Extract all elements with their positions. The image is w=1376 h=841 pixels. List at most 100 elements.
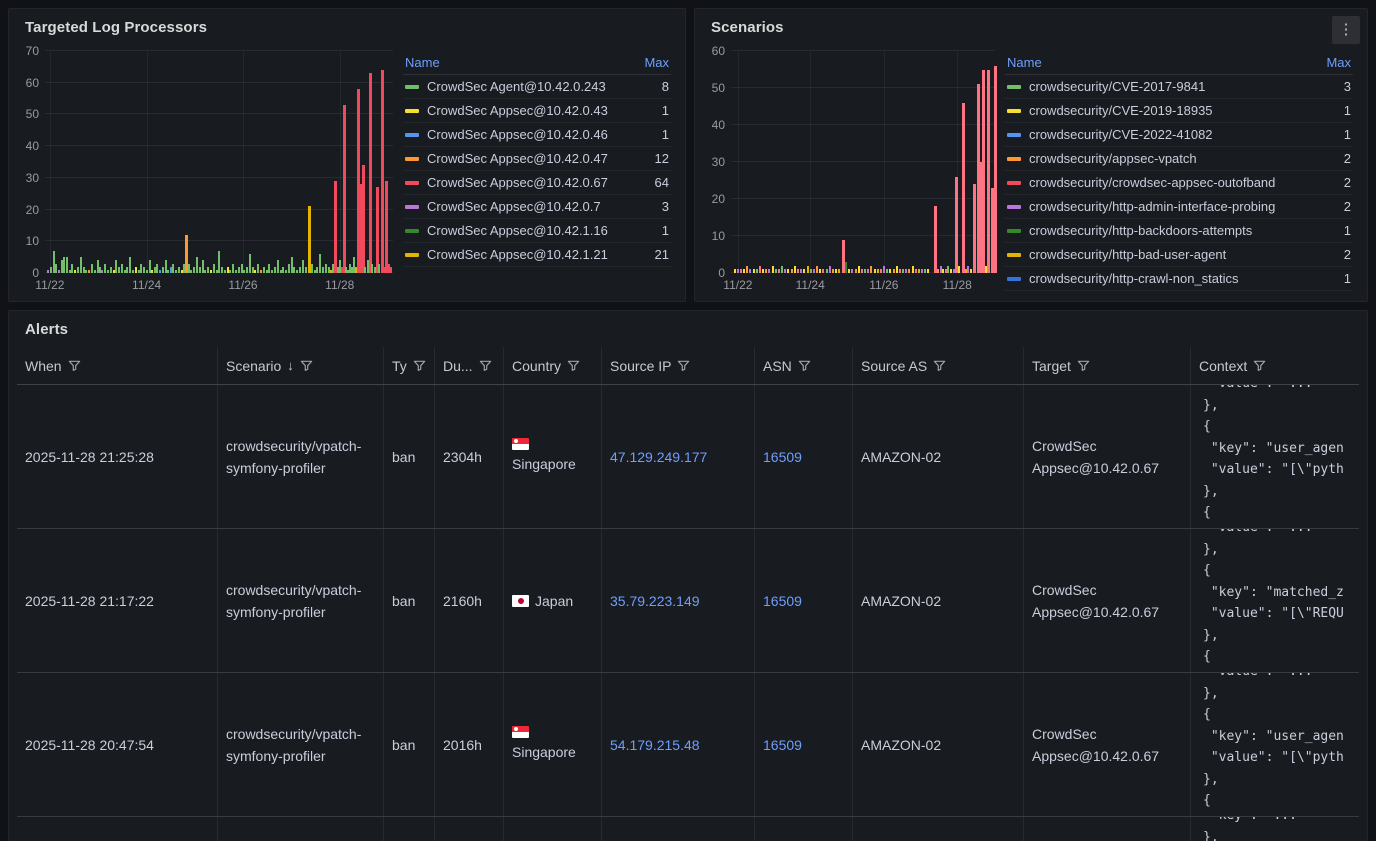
column-header-sourceip[interactable]: Source IP [602,347,755,384]
filter-icon[interactable] [1253,359,1266,372]
sort-desc-icon: ↓ [287,358,294,373]
bar [134,266,137,273]
source-ip-link[interactable]: 35.79.223.149 [610,592,700,609]
filter-icon[interactable] [413,359,426,372]
legend-sort-name[interactable]: Name [1007,55,1042,70]
legend-item[interactable]: crowdsecurity/CVE-2022-41082 1 [1005,123,1353,147]
column-header-du[interactable]: Du... [435,347,504,384]
legend-sort-max[interactable]: Max [1326,55,1351,70]
bar [65,257,68,273]
legend-item[interactable]: crowdsecurity/http-backdoors-attempts 1 [1005,219,1353,243]
legend-item[interactable]: crowdsecurity/crowdsec-appsec-outofband 2 [1005,171,1353,195]
legend-item[interactable]: CrowdSec Appsec@10.42.0.7 3 [403,195,671,219]
column-header-country[interactable]: Country [504,347,602,384]
filter-icon[interactable] [933,359,946,372]
legend-item[interactable]: crowdsecurity/CVE-2017-9841 3 [1005,75,1353,99]
column-header-label: Source IP [610,357,672,374]
panel-body: 0 10 20 30 40 50 60 70 11/22 11/24 11/26 11/28 Nam… [9,44,685,295]
legend-item[interactable]: crowdsecurity/http-cve-probing 2 [1005,291,1353,297]
cell-country: Singapore [504,385,602,528]
legend-sort-max[interactable]: Max [644,55,669,70]
y-tick-label: 0 [32,266,39,280]
bar [886,269,889,273]
legend-series-max: 1 [1343,271,1351,286]
h-gridline [45,50,393,51]
bar [156,263,159,273]
filter-icon[interactable] [300,359,313,372]
filter-icon[interactable] [479,359,492,372]
bar [828,265,831,273]
bar [752,269,755,273]
filter-icon[interactable] [798,359,811,372]
bar [151,269,154,273]
x-tick-label: 11/26 [228,278,258,292]
plot-area[interactable] [731,50,997,273]
cell-scenario: crowdsecurity/vpatch-symfony-profiler [218,529,384,672]
flag-jp-icon [512,594,529,607]
bar [88,269,91,273]
bar [324,263,327,273]
bar [279,269,282,273]
bar [952,269,955,273]
cell-context: "key": "..." }, [1191,817,1359,841]
filter-icon[interactable] [677,359,690,372]
column-header-when[interactable]: When [17,347,218,384]
legend-sort-name[interactable]: Name [405,55,440,70]
cell-target [1024,817,1191,841]
legend-series-name: crowdsecurity/http-admin-interface-probi… [1029,199,1276,214]
filter-icon[interactable] [1077,359,1090,372]
bar [927,269,930,273]
asn-link[interactable]: 16509 [763,736,802,753]
filter-icon[interactable] [567,359,580,372]
series-color-swatch [1007,252,1021,257]
alerts-table-header: When Scenario ↓ Ty Du... Country Source IP ASN S… [17,347,1359,385]
bar [327,266,330,273]
country-name: Singapore [512,456,576,472]
legend-item[interactable]: crowdsecurity/http-admin-interface-probi… [1005,195,1353,219]
column-header-sourceas[interactable]: Source AS [853,347,1024,384]
bar [115,260,118,273]
series-color-swatch [1007,132,1021,137]
h-gridline [45,81,393,83]
legend-item[interactable]: CrowdSec Agent@10.42.0.243 8 [403,75,671,99]
column-header-asn[interactable]: ASN [755,347,853,384]
cell-when: 2025-11-28 21:25:28 [17,385,218,528]
legend-item[interactable]: crowdsecurity/http-bad-user-agent 2 [1005,243,1353,267]
column-header-context[interactable]: Context [1191,347,1359,384]
panel-menu-button[interactable]: ⋮ [1332,16,1360,44]
bar [209,269,212,273]
source-ip-link[interactable]: 47.129.249.177 [610,448,708,465]
legend-item[interactable]: CrowdSec Appsec@10.42.0.47 12 [403,147,671,171]
bar [271,269,274,273]
bar [148,260,151,273]
legend-item[interactable]: CrowdSec Appsec@10.42.1.16 1 [403,219,671,243]
h-gridline [45,176,393,178]
h-gridline [731,198,995,200]
column-header-scenario[interactable]: Scenario ↓ [218,347,384,384]
legend-item[interactable]: CrowdSec Appsec@10.42.0.67 64 [403,171,671,195]
bar [322,266,324,273]
bar [93,269,96,273]
bar [221,266,224,273]
series-color-swatch [1007,84,1021,89]
source-ip-link[interactable]: 54.179.215.48 [610,736,700,753]
column-header-ty[interactable]: Ty [384,347,435,384]
cell-type: ban [384,673,435,816]
filter-icon[interactable] [68,359,81,372]
legend-item[interactable]: CrowdSec Appsec@10.42.1.21 21 [403,243,671,267]
legend-item[interactable]: crowdsecurity/http-crawl-non_statics 1 [1005,267,1353,291]
panel-scenarios: Scenarios ⋮ 0 10 20 30 40 50 60 11/22 11/24 11/2… [694,8,1368,302]
plot-area[interactable] [45,50,393,273]
asn-link[interactable]: 16509 [763,448,802,465]
bar [914,269,917,273]
legend-item[interactable]: CrowdSec Appsec@10.42.0.46 1 [403,123,671,147]
cell-when [17,817,218,841]
legend-item[interactable]: crowdsecurity/appsec-vpatch 2 [1005,147,1353,171]
target-text: CrowdSec Appsec@10.42.0.67 [1032,581,1160,620]
alerts-table: When Scenario ↓ Ty Du... Country Source IP ASN S… [17,347,1359,841]
asn-link[interactable]: 16509 [763,592,802,609]
x-tick-label: 11/26 [869,278,899,292]
legend-item[interactable]: crowdsecurity/CVE-2019-18935 1 [1005,99,1353,123]
column-header-target[interactable]: Target [1024,347,1191,384]
legend-item[interactable]: CrowdSec Appsec@10.42.0.43 1 [403,99,671,123]
